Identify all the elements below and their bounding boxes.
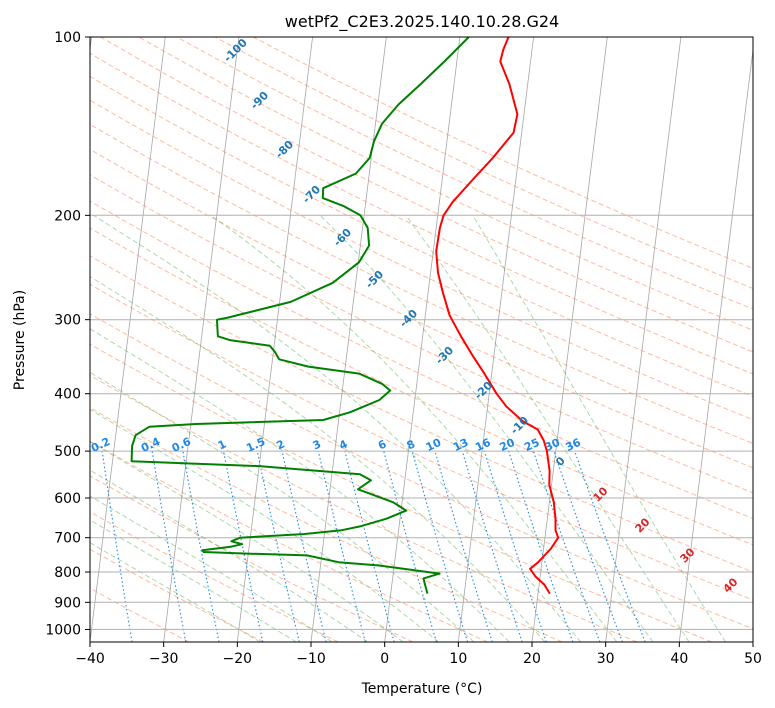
isotherm-line bbox=[605, 37, 682, 642]
mixing-ratio-label: 10 bbox=[424, 436, 444, 454]
isotherm-line bbox=[163, 37, 240, 642]
x-tick-label: 20 bbox=[523, 651, 541, 667]
moist-adiabat-line bbox=[405, 215, 690, 642]
y-tick-label: 1000 bbox=[45, 622, 81, 638]
dry-adiabat-line bbox=[90, 440, 488, 642]
mixing-ratio-line bbox=[281, 450, 327, 642]
x-tick-label: 10 bbox=[449, 651, 467, 667]
moist-adiabat-line bbox=[90, 469, 368, 642]
dry-adiabat-line bbox=[90, 313, 753, 630]
y-tick-label: 800 bbox=[54, 565, 81, 581]
y-tick-label: 200 bbox=[54, 208, 81, 224]
dry-adiabat-line bbox=[90, 374, 638, 642]
dry-adiabat-line bbox=[90, 99, 753, 421]
isotherm-line bbox=[90, 37, 166, 642]
moist-adiabat-line bbox=[90, 371, 475, 642]
y-axis: 100 200 300 400 500 600 700 800 900 1000 bbox=[45, 30, 90, 638]
moist-adiabat-line bbox=[90, 408, 439, 642]
moist-adiabat-line bbox=[319, 214, 654, 642]
x-tick-label: 40 bbox=[670, 651, 688, 667]
moist-adiabat-line bbox=[90, 519, 297, 642]
isotherm-line bbox=[457, 37, 534, 642]
mixing-ratio-label: 25 bbox=[522, 436, 541, 454]
dewpoint-profile-line bbox=[130, 37, 470, 594]
y-tick-label: 300 bbox=[54, 313, 81, 329]
dry-adiabat-line bbox=[176, 37, 753, 310]
mixing-ratio-line bbox=[532, 450, 601, 642]
mixing-ratio-line bbox=[182, 451, 220, 642]
moist-adiabat-line bbox=[90, 542, 261, 642]
profile-series bbox=[130, 37, 560, 595]
isotherm-line bbox=[384, 37, 461, 642]
y-tick-label: 600 bbox=[54, 491, 81, 507]
pressure-grid bbox=[90, 37, 753, 630]
mixing-ratio-line bbox=[574, 450, 646, 642]
mixing-ratio-line bbox=[483, 450, 547, 642]
x-tick-label: 50 bbox=[744, 651, 762, 667]
isotherm-line bbox=[531, 37, 608, 642]
dry-adiabat-line bbox=[90, 227, 753, 546]
dry-adiabat-line bbox=[90, 200, 753, 520]
x-tick-label: −40 bbox=[75, 651, 105, 667]
x-tick-label: −30 bbox=[149, 651, 179, 667]
mixing-ratio-line bbox=[383, 450, 437, 642]
mixing-ratio-line bbox=[461, 450, 523, 642]
y-tick-label: 900 bbox=[54, 595, 81, 611]
y-tick-label: 400 bbox=[54, 387, 81, 403]
isotherm-line bbox=[236, 37, 313, 642]
x-axis: −40 −30 −20 −10 0 10 20 30 40 50 bbox=[75, 642, 762, 667]
mixing-ratio-line bbox=[256, 450, 300, 642]
mixing-ratio-label: 30 bbox=[543, 436, 563, 454]
chart-title: wetPf2_C2E3.2025.140.10.28.G24 bbox=[285, 12, 559, 32]
dry-adiabat-line bbox=[90, 587, 190, 642]
mixing-ratio-line bbox=[101, 451, 133, 642]
moist-adiabat-line bbox=[472, 215, 727, 642]
dry-adiabat-line bbox=[214, 37, 753, 290]
moist-adiabat-line bbox=[90, 276, 546, 642]
moist-adiabat-line bbox=[93, 214, 582, 642]
dry-adiabat-line bbox=[90, 407, 563, 642]
mixing-ratio-line bbox=[344, 450, 395, 642]
isotherm-line bbox=[678, 46, 753, 642]
x-tick-label: 30 bbox=[597, 651, 615, 667]
x-axis-title: Temperature (°C) bbox=[361, 681, 483, 697]
mixing-ratio-line bbox=[411, 450, 469, 642]
moist-adiabat-line bbox=[90, 495, 333, 642]
x-tick-label: 0 bbox=[380, 651, 389, 667]
dry-adiabat-line bbox=[90, 475, 414, 642]
y-tick-label: 500 bbox=[54, 444, 81, 460]
mixing-ratio-line bbox=[317, 450, 366, 642]
y-tick-label: 100 bbox=[54, 30, 81, 46]
plot-frame bbox=[89, 36, 754, 643]
temperature-profile-line bbox=[435, 37, 560, 595]
dry-adiabat-line bbox=[90, 174, 753, 494]
dry-adiabat-line bbox=[90, 548, 264, 642]
moist-adiabat-line bbox=[210, 214, 618, 642]
mixing-ratio-line bbox=[434, 450, 493, 642]
y-tick-label: 700 bbox=[54, 531, 81, 547]
x-tick-label: −20 bbox=[223, 651, 253, 667]
mixing-ratio-label: 36 bbox=[564, 436, 584, 454]
mixing-ratio-label: 13 bbox=[451, 436, 470, 454]
moist-adiabat-line bbox=[90, 441, 404, 642]
y-axis-title: Pressure (hPa) bbox=[12, 290, 28, 390]
x-tick-label: −10 bbox=[296, 651, 326, 667]
mixing-ratio-label: 20 bbox=[498, 436, 518, 454]
mixing-ratio-line bbox=[553, 450, 623, 642]
mixing-ratio-label: 16 bbox=[473, 436, 493, 454]
dry-adiabat-line bbox=[90, 123, 753, 444]
mixing-ratio-line bbox=[223, 451, 264, 642]
mixing-ratio-line bbox=[508, 450, 574, 642]
